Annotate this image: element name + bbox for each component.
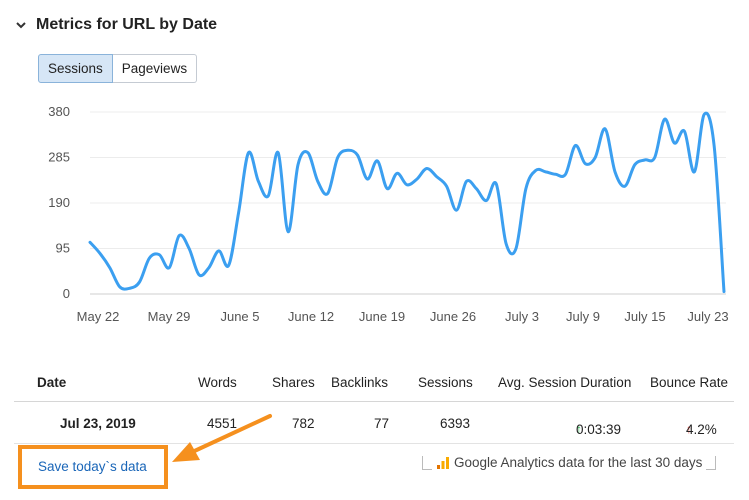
x-tick-label: June 26 — [430, 309, 476, 324]
google-analytics-icon — [437, 457, 449, 469]
header-sessions: Sessions — [418, 375, 473, 390]
sessions-series-line — [88, 111, 726, 294]
x-axis-ticks: May 22 May 29 June 5 June 12 June 19 June 26 J… — [77, 309, 729, 324]
x-tick-label: May 29 — [148, 309, 191, 324]
header-avg-duration: Avg. Session Duration — [498, 375, 632, 390]
avg-duration-value: 0:03:39 — [576, 422, 622, 437]
cell-words: 4551 — [207, 416, 238, 431]
pageviews-tab[interactable]: Pageviews — [112, 54, 198, 83]
header-divider — [14, 401, 734, 402]
y-axis-ticks: 380 285 190 95 0 — [48, 104, 70, 301]
y-tick-label: 0 — [63, 286, 70, 301]
bounce-rate-value: 4.2% — [686, 422, 717, 437]
header-shares: Shares — [272, 375, 315, 390]
header-words: Words — [198, 375, 237, 390]
save-todays-data-link[interactable]: Save today`s data — [38, 459, 147, 474]
y-tick-label: 95 — [56, 241, 70, 256]
header-date: Date — [37, 375, 67, 390]
sessions-line-chart: 380 285 190 95 0 May 22 May 29 June 5 June 12 Ju… — [48, 104, 729, 324]
chart-grid — [90, 111, 726, 295]
row-divider — [14, 443, 734, 444]
cell-date: Jul 23, 2019 — [60, 416, 136, 431]
bracket-right — [706, 456, 717, 470]
ga-note: Google Analytics data for the last 30 da… — [422, 455, 717, 470]
cell-sessions: 6393 — [440, 416, 471, 431]
x-tick-label: June 12 — [288, 309, 334, 324]
bracket-left — [422, 456, 432, 470]
section-header[interactable]: Metrics for URL by Date — [14, 16, 217, 34]
y-tick-label: 285 — [48, 150, 70, 165]
cell-shares: 782 — [292, 416, 315, 431]
x-tick-label: July 15 — [624, 309, 665, 324]
arrow-up-red-icon: ↑ — [686, 422, 692, 436]
metric-toggle: Sessions Pageviews — [38, 54, 198, 83]
metrics-table: Date Words Shares Backlinks Sessions Avg… — [14, 368, 734, 398]
table-header-row: Date Words Shares Backlinks Sessions Avg… — [14, 368, 734, 398]
x-tick-label: July 9 — [566, 309, 600, 324]
y-tick-label: 190 — [48, 195, 70, 210]
chevron-down-icon[interactable] — [14, 18, 28, 32]
x-tick-label: June 19 — [359, 309, 405, 324]
section-title: Metrics for URL by Date — [36, 16, 218, 33]
x-tick-label: July 23 — [687, 309, 728, 324]
x-tick-label: July 3 — [505, 309, 539, 324]
x-tick-label: June 5 — [220, 309, 259, 324]
header-backlinks: Backlinks — [331, 375, 389, 390]
header-bounce-rate: Bounce Rate — [650, 375, 729, 390]
save-highlight-box — [18, 445, 168, 489]
x-tick-label: May 22 — [77, 309, 120, 324]
y-tick-label: 380 — [48, 104, 70, 119]
sessions-tab[interactable]: Sessions — [38, 54, 113, 83]
arrow-up-icon: ↑ — [576, 422, 582, 436]
table-row: Jul 23, 2019 4551 782 77 6393 ↑ 0:03:39 ↑… — [0, 410, 749, 438]
ga-note-text: Google Analytics data for the last 30 da… — [454, 455, 703, 470]
cell-backlinks: 77 — [374, 416, 390, 431]
callout-arrow-icon — [172, 414, 272, 462]
